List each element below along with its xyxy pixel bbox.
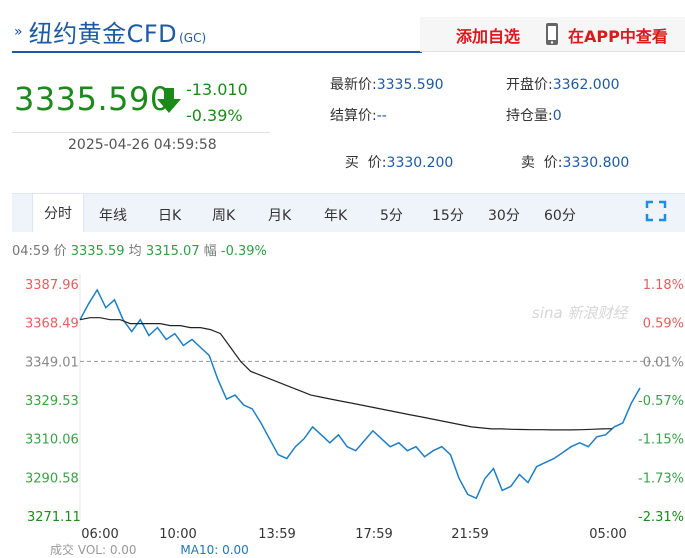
ask-price-value: 3330.800: [562, 155, 630, 171]
latest-price-item: 最新价:3335.590: [330, 74, 444, 94]
page-header: » 纽约黄金CFD (GC) 添加自选 在APP中查看: [0, 0, 685, 53]
volume-footer: 成交 VOL: 0.00 MA10: 0.00: [50, 541, 249, 558]
percent-tick-label: -1.73%: [638, 471, 684, 486]
y-tick-label: 3349.01: [25, 355, 79, 370]
info-price-label: 价: [53, 244, 67, 259]
open-price-value: 3362.000: [552, 77, 620, 93]
volume-value: VOL: 0.00: [77, 543, 137, 557]
tab-daily-k[interactable]: 日K: [158, 208, 182, 224]
x-axis-labels: 06:00 10:00 13:59 17:59 21:59 05:00: [81, 527, 626, 541]
info-range-label: 幅: [203, 244, 217, 259]
percent-tick-label: -0.57%: [638, 394, 684, 409]
add-favorite-button[interactable]: 添加自选: [456, 27, 521, 46]
percent-axis-labels: 1.18% 0.59% 0.01% -0.57% -1.15% -1.73% -2.31%: [638, 278, 684, 525]
price-line: [79, 288, 641, 500]
open-interest-item: 持仓量:0: [506, 105, 562, 125]
info-avg-label: 均: [128, 244, 142, 259]
down-arrow-icon: [157, 88, 181, 113]
percent-tick-label: 1.18%: [643, 278, 684, 293]
view-in-app-button[interactable]: 在APP中查看: [568, 27, 668, 46]
settle-price-label: 结算价:: [330, 108, 377, 124]
bid-price-value: 3330.200: [386, 155, 454, 171]
ask-price-label: 卖 价:: [520, 155, 563, 171]
price-change: -13.010: [186, 80, 248, 99]
title-wrap: » 纽约黄金CFD (GC): [14, 14, 206, 49]
x-tick-label: 05:00: [589, 527, 626, 541]
watermark-logo: sina 新浪财经: [532, 304, 629, 322]
chart-tab-bar: 分时 年线 日K 周K 月K 年K 5分 15分 30分 60分: [12, 193, 685, 232]
instrument-code: (GC): [179, 31, 207, 45]
x-tick-label: 13:59: [258, 527, 295, 541]
quote-timestamp: 2025-04-26 04:59:58: [68, 137, 217, 153]
y-axis-labels: 3387.96 3368.49 3349.01 3329.53 3310.06 3290.…: [25, 278, 81, 525]
y-tick-label: 3310.06: [25, 433, 79, 448]
x-tick-label: 06:00: [81, 527, 118, 541]
tab-5min[interactable]: 5分: [380, 208, 403, 224]
tab-15min[interactable]: 15分: [432, 208, 464, 224]
bid-price-item: 买 价:3330.200: [336, 136, 453, 172]
y-tick-label: 3290.58: [25, 471, 79, 486]
open-interest-label: 持仓量:: [506, 108, 553, 124]
intraday-chart[interactable]: sina 新浪财经 3387.963368.493349.013329.5333…: [0, 260, 685, 541]
info-price: 3335.59: [70, 244, 125, 259]
latest-price-label: 最新价:: [330, 77, 377, 93]
y-tick-label: 3329.53: [25, 394, 79, 409]
open-price-item: 开盘价:3362.000: [506, 74, 620, 94]
percent-tick-label: -1.15%: [638, 433, 684, 448]
y-tick-label: 3271.11: [27, 510, 81, 525]
tab-intraday[interactable]: 分时: [32, 194, 84, 232]
open-price-label: 开盘价:: [506, 77, 553, 93]
tab-30min[interactable]: 30分: [488, 208, 520, 224]
settle-price-item: 结算价:--: [330, 105, 387, 125]
x-tick-label: 10:00: [159, 527, 196, 541]
info-range: -0.39%: [220, 244, 267, 259]
tab-monthly-k[interactable]: 月K: [268, 208, 292, 224]
tab-yearly-k[interactable]: 年K: [324, 208, 348, 224]
latest-price-value: 3335.590: [376, 77, 444, 93]
chart-lines: [79, 288, 641, 500]
x-tick-label: 21:59: [451, 527, 488, 541]
settle-price-value: --: [376, 108, 387, 124]
volume-label: 成交: [50, 543, 75, 557]
phone-icon: [546, 23, 558, 45]
percent-tick-label: -2.31%: [638, 510, 684, 525]
percent-tick-label: 0.59%: [643, 317, 684, 332]
average-line: [79, 317, 613, 431]
tab-weekly-k[interactable]: 周K: [212, 208, 236, 224]
info-avg: 3315.07: [145, 244, 200, 259]
chart-grid: [79, 274, 668, 520]
ma10-value: MA10: 0.00: [180, 543, 249, 557]
ask-price-item: 卖 价:3330.800: [512, 136, 629, 172]
title-underline: [12, 51, 422, 53]
chart-info-line: 04:59 价 3335.59 均 3315.07 幅 -0.39%: [12, 240, 267, 259]
divider: [12, 132, 270, 133]
info-time: 04:59: [12, 244, 50, 259]
page-title: 纽约黄金CFD: [28, 20, 178, 48]
fullscreen-icon[interactable]: [645, 200, 667, 222]
open-interest-value: 0: [552, 108, 562, 124]
tab-60min[interactable]: 60分: [544, 208, 576, 224]
percent-tick-label: 0.01%: [643, 355, 684, 370]
bid-price-label: 买 价:: [344, 155, 387, 171]
double-chevron-icon: »: [14, 24, 23, 40]
y-tick-label: 3368.49: [25, 317, 79, 332]
tab-year-line[interactable]: 年线: [99, 208, 127, 224]
x-tick-label: 17:59: [355, 527, 392, 541]
y-tick-label: 3387.96: [25, 278, 79, 293]
last-price: 3335.590: [14, 80, 171, 118]
price-change-percent: -0.39%: [186, 106, 243, 125]
